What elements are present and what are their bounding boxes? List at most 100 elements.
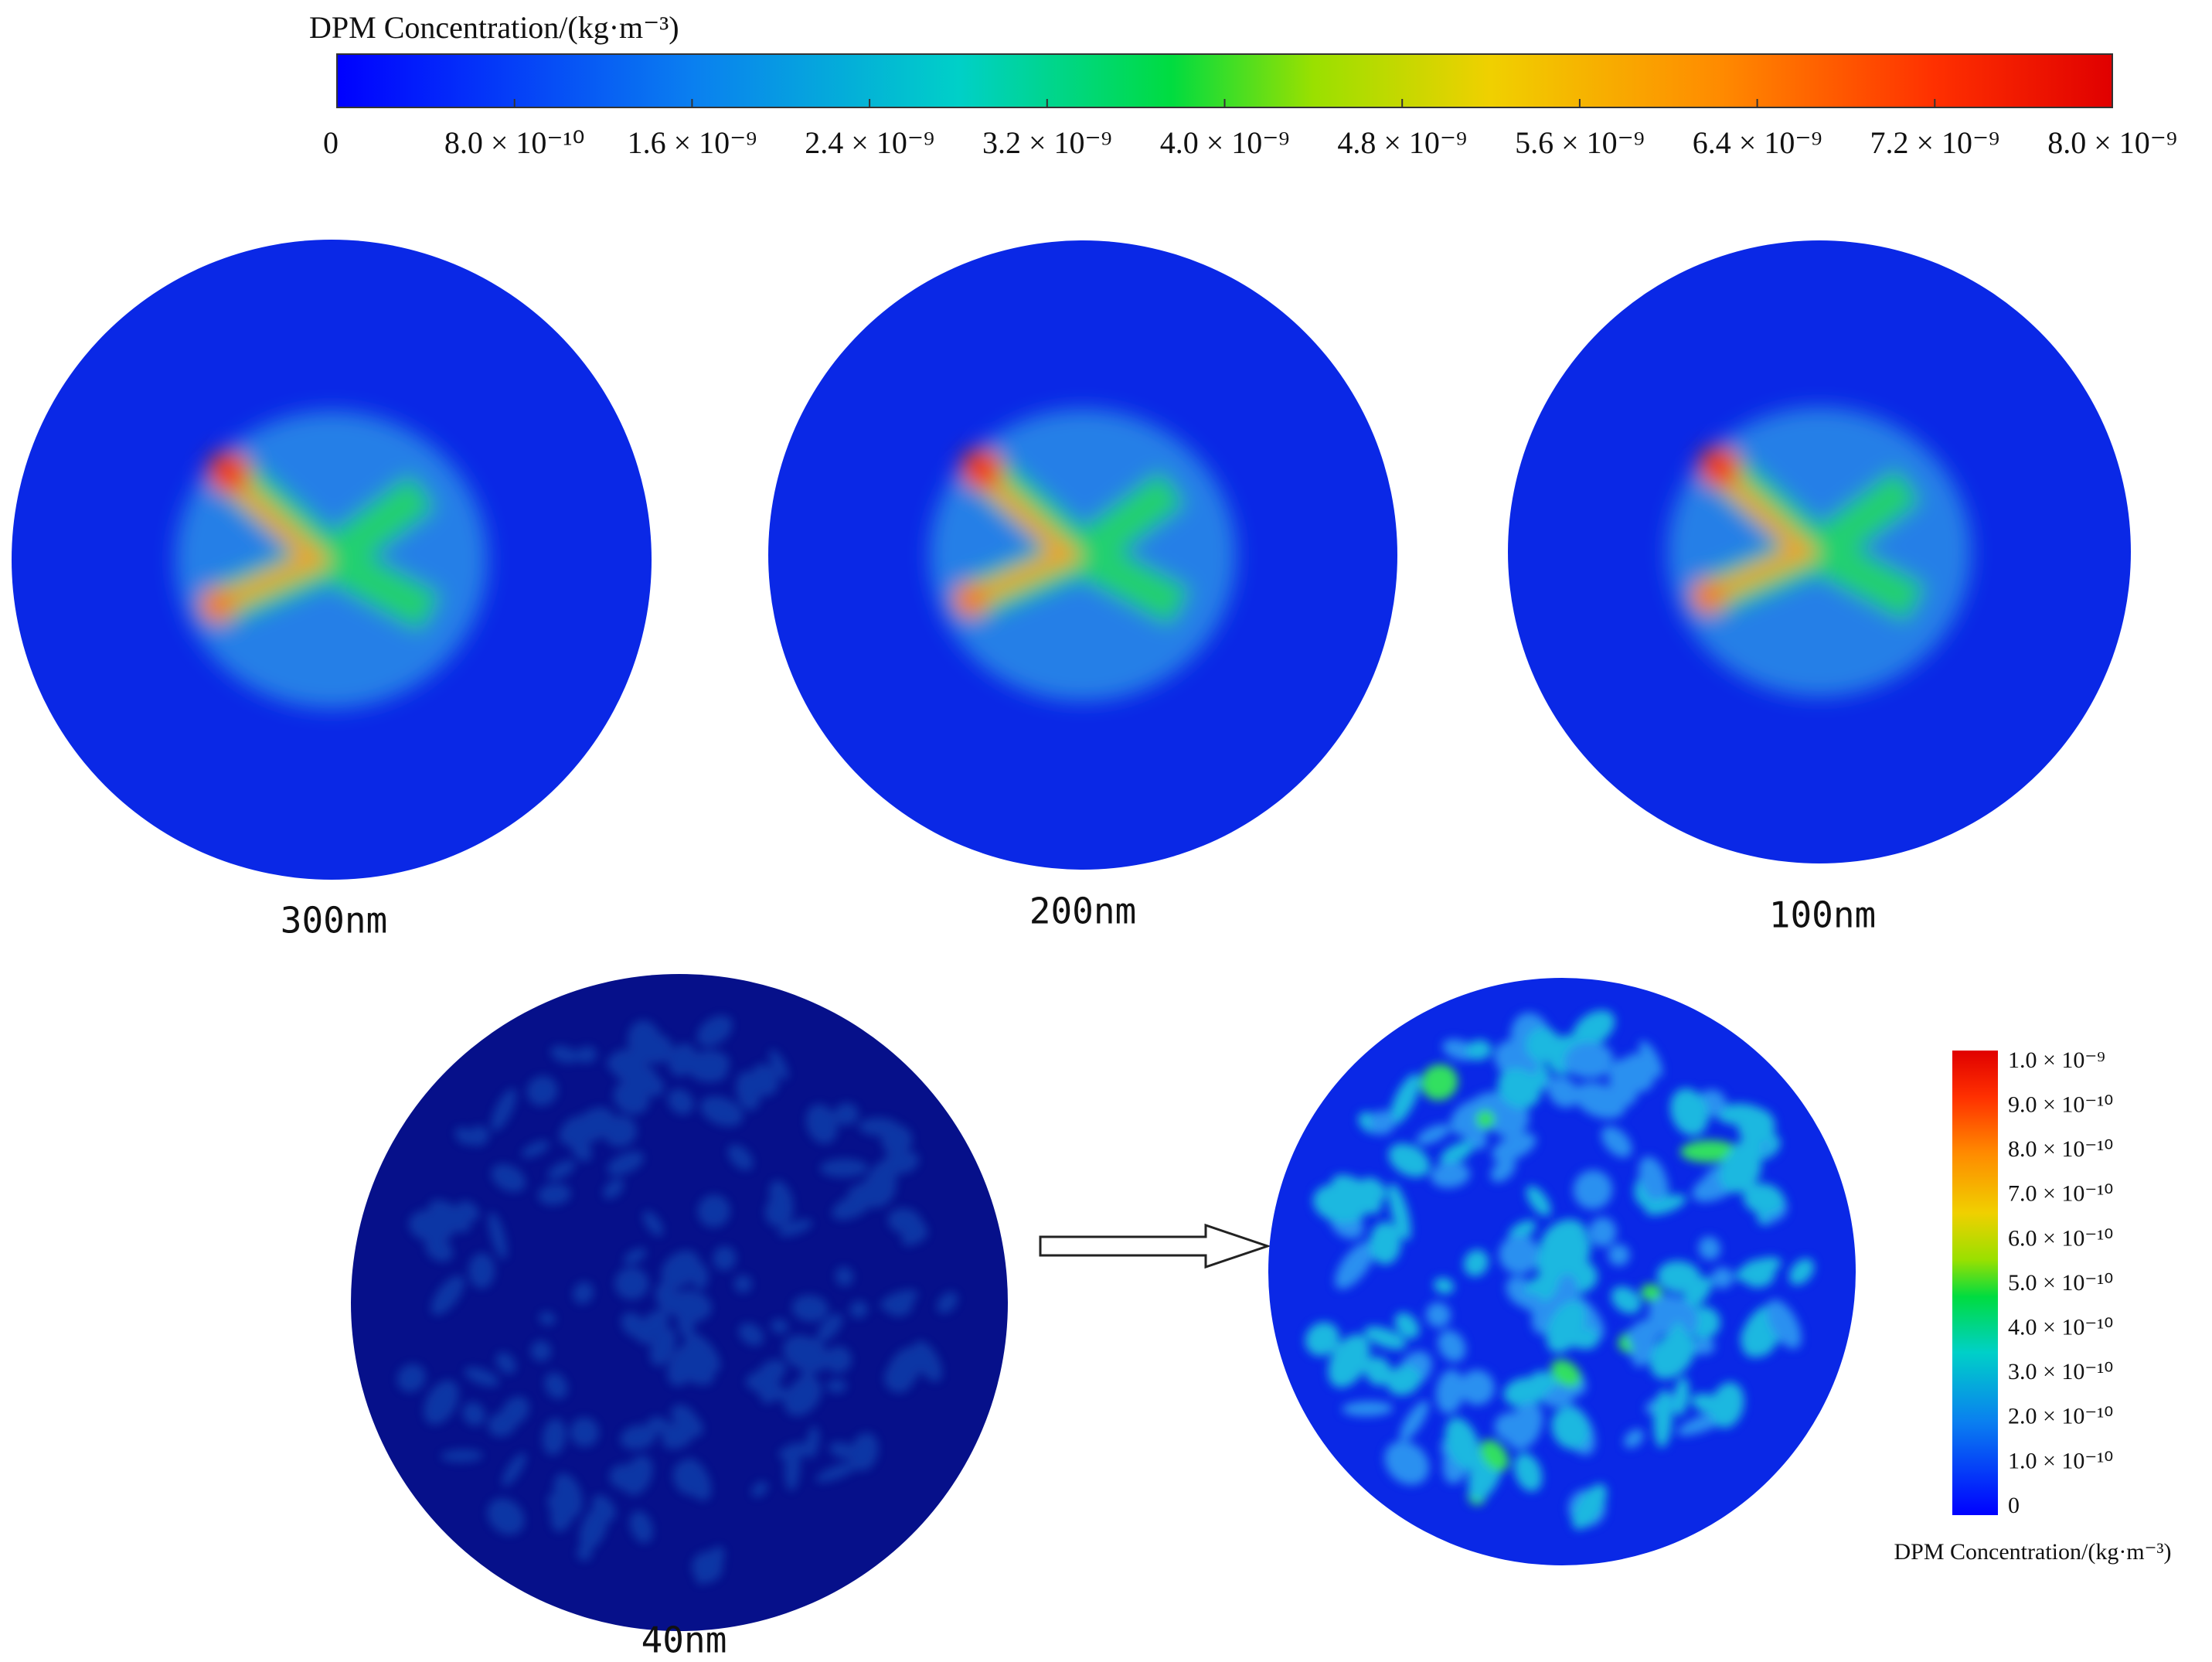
speckle [757,1359,787,1384]
speckle [861,1170,897,1208]
tick-label: 1.0 × 10⁻¹⁰ [2008,1448,2113,1473]
speckle [1421,1064,1458,1101]
speckle [697,1194,730,1228]
speckle [832,1193,873,1221]
speckle [1369,1110,1396,1136]
colorbar-title: DPM Concentration/(kg·m⁻³) [309,10,679,45]
speckle [1386,1365,1421,1396]
tick-label: 3.2 × 10⁻⁹ [982,125,1112,160]
speckle [642,1211,664,1237]
colorbar [336,53,2113,108]
speckle [1574,1082,1626,1119]
speckle [623,1248,647,1265]
panel-label: 100nm [1769,894,1876,936]
speckle [750,1064,779,1096]
speckle [1312,1183,1369,1223]
speckle [491,1163,526,1193]
speckle [1435,1369,1465,1414]
speckle [1690,1337,1715,1355]
speckle [441,1449,484,1463]
speckle [1445,1417,1480,1470]
speckle [937,1291,958,1314]
speckle [488,1211,508,1260]
speckle [1566,1042,1614,1073]
speckle [1624,1429,1644,1449]
speckle [1526,1185,1551,1217]
speckle [591,1494,616,1521]
speckle [429,1200,471,1233]
speckle [1737,1108,1775,1145]
speckle [769,1180,794,1218]
arrow [1039,1223,1271,1269]
speckle [661,1250,700,1289]
speckle [1679,1139,1739,1163]
speckle [1572,1483,1607,1530]
speckle [1490,1157,1516,1183]
speckle [502,1453,526,1487]
tick-label: 6.0 × 10⁻¹⁰ [2008,1225,2113,1251]
speckle [819,1158,869,1178]
speckle [1788,1258,1815,1286]
speckle [1547,1076,1579,1108]
speckle [1305,1322,1340,1357]
tick-label: 7.2 × 10⁻⁹ [1870,125,1999,160]
speckle [1390,1073,1421,1126]
inset-colorbar-title: DPM Concentration/(kg·m⁻³) [1894,1539,2172,1565]
speckle [849,1300,869,1319]
contour-detail [1305,1010,1815,1530]
speckle [1430,1162,1470,1188]
speckle [1570,1231,1591,1265]
speckle [1673,1377,1690,1416]
speckle [1463,1249,1489,1277]
speckle [643,1034,673,1064]
speckle [733,1275,753,1293]
speckle [468,1252,495,1289]
speckle [1666,1322,1685,1367]
speckle [622,1455,653,1496]
speckle [738,1323,764,1346]
speckle [1735,1257,1782,1282]
speckle [1497,1068,1541,1109]
speckle [1611,1286,1642,1314]
speckle [570,1417,599,1447]
speckle [887,1207,922,1235]
speckle [553,1473,583,1517]
speckle [1640,1283,1662,1303]
speckle [1520,1293,1543,1311]
speckle [1513,1453,1543,1492]
speckle [586,1125,602,1140]
speckle [886,1346,924,1391]
speckle [1698,1236,1721,1261]
contour-detail [396,1015,958,1585]
speckle [467,1126,490,1146]
speckle [575,1046,597,1064]
speckle [1525,1027,1561,1063]
speckle [464,1367,499,1387]
speckle [1653,1389,1673,1448]
tick-label: 2.4 × 10⁻⁹ [805,125,934,160]
speckle [1719,1147,1761,1193]
speckle [487,1498,525,1535]
speckle [696,1015,733,1047]
speckle [769,1049,789,1080]
speckle [1656,1261,1701,1293]
tick-label: 8.0 × 10⁻¹⁰ [444,125,585,160]
speckle [1710,1382,1744,1429]
speckle [629,1510,654,1544]
speckle [547,1160,576,1180]
speckle [1588,1217,1617,1247]
speckle [649,1327,676,1367]
speckle [671,1405,696,1428]
speckle [424,1380,459,1425]
tick-label: 1.6 × 10⁻⁹ [628,125,757,160]
speckle [1557,1274,1578,1307]
tick-label: 4.0 × 10⁻⁹ [1160,125,1290,160]
speckle [1627,1319,1662,1348]
speckle [550,1045,579,1064]
speckle [1328,1333,1370,1388]
panel-label: 300nm [281,900,387,942]
speckle [835,1266,854,1286]
speckle [826,1379,847,1394]
speckle [700,1095,744,1127]
speckle [620,1425,656,1450]
